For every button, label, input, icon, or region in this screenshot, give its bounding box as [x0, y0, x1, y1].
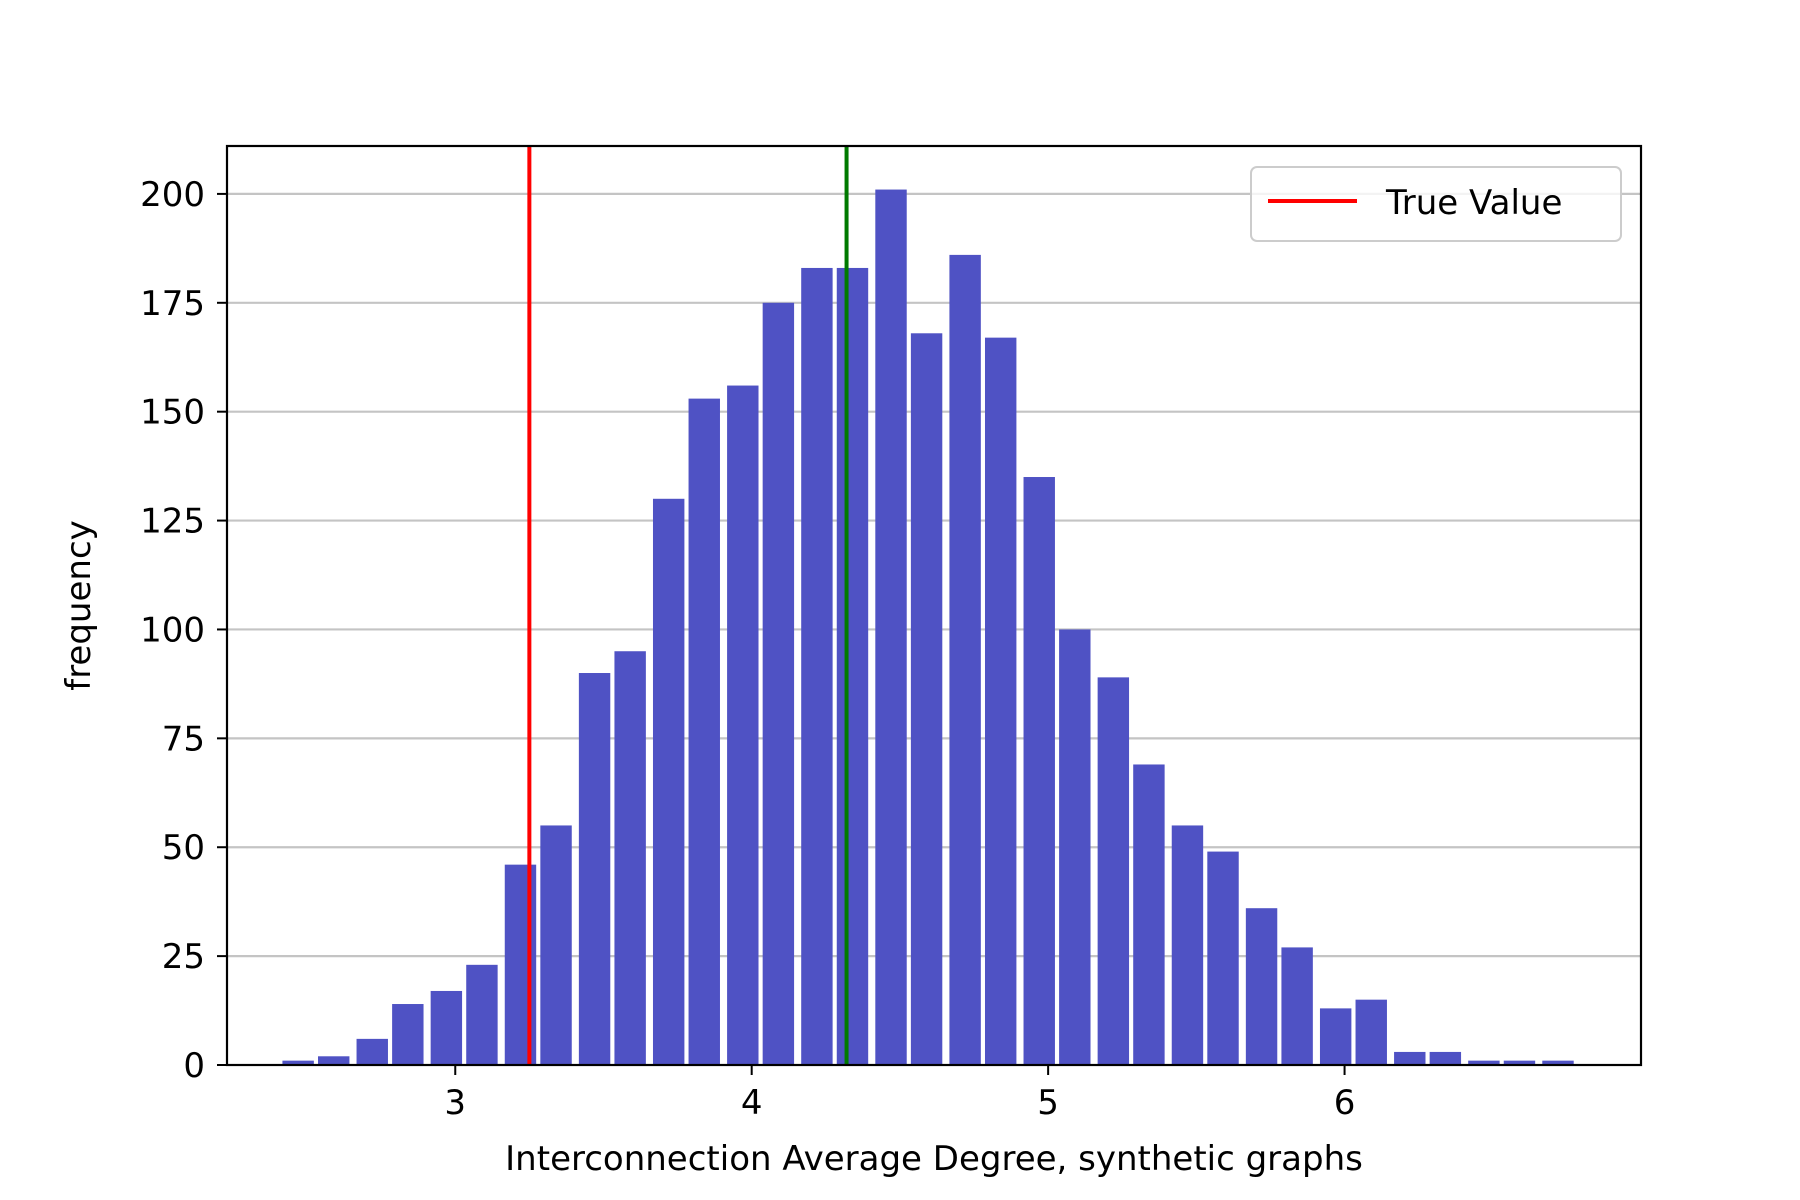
bar-6: [504, 864, 537, 1065]
bar-32: [1468, 1060, 1500, 1065]
histogram-bars: [282, 189, 1574, 1066]
x-axis-label: Interconnection Average Degree, syntheti…: [505, 1139, 1363, 1179]
bar-30: [1394, 1051, 1426, 1065]
bar-25: [1207, 851, 1239, 1065]
y-tick-label-0: 0: [183, 1046, 205, 1086]
y-axis-ticks: 0 25 50 75 100 125 150 175 200: [140, 175, 227, 1086]
bar-5: [466, 964, 498, 1065]
y-axis-label: frequency: [59, 520, 99, 691]
bar-33: [1503, 1060, 1536, 1065]
legend: True Value: [1250, 166, 1622, 242]
y-tick-label-25: 25: [162, 937, 205, 977]
legend-box: [1250, 166, 1622, 242]
x-tick-label-4: 4: [741, 1083, 763, 1123]
bar-2: [356, 1038, 388, 1065]
bar-16: [875, 189, 907, 1065]
bar-15: [836, 267, 869, 1065]
y-tick-label-100: 100: [140, 610, 205, 650]
x-axis-ticks: 3 4 5 6: [444, 1065, 1355, 1123]
bar-7: [540, 825, 572, 1065]
bar-24: [1171, 825, 1204, 1065]
bar-10: [652, 498, 685, 1065]
bar-1: [318, 1056, 350, 1065]
y-tick-label-150: 150: [140, 393, 205, 433]
bar-23: [1133, 764, 1165, 1065]
bar-26: [1245, 908, 1278, 1065]
y-tick-label-75: 75: [162, 719, 205, 759]
plot-frame: [225, 144, 1643, 1067]
bar-17: [910, 333, 943, 1065]
bar-22: [1097, 677, 1130, 1065]
bar-27: [1281, 947, 1313, 1065]
bar-3: [392, 1004, 424, 1065]
bar-34: [1542, 1060, 1574, 1065]
bar-29: [1355, 999, 1387, 1065]
bar-28: [1319, 1008, 1352, 1065]
bar-19: [984, 337, 1017, 1066]
bar-12: [727, 385, 759, 1065]
legend-label-true-value: True Value: [1385, 183, 1562, 223]
bar-13: [762, 302, 795, 1065]
reference-lines: [527, 146, 849, 1065]
y-tick-label-125: 125: [140, 502, 205, 542]
bar-9: [614, 651, 646, 1065]
bar-31: [1429, 1051, 1462, 1065]
y-tick-label-200: 200: [140, 175, 205, 215]
bar-8: [578, 673, 611, 1065]
x-tick-label-3: 3: [444, 1083, 466, 1123]
bar-11: [688, 398, 720, 1066]
bar-20: [1023, 477, 1055, 1065]
bar-21: [1059, 629, 1091, 1065]
bar-4: [430, 990, 463, 1065]
x-tick-label-6: 6: [1334, 1083, 1356, 1123]
y-tick-label-175: 175: [140, 284, 205, 324]
x-tick-label-5: 5: [1037, 1083, 1059, 1123]
y-tick-label-50: 50: [162, 828, 205, 868]
bar-0: [282, 1060, 314, 1065]
bar-18: [949, 254, 981, 1066]
bar-14: [801, 267, 833, 1065]
